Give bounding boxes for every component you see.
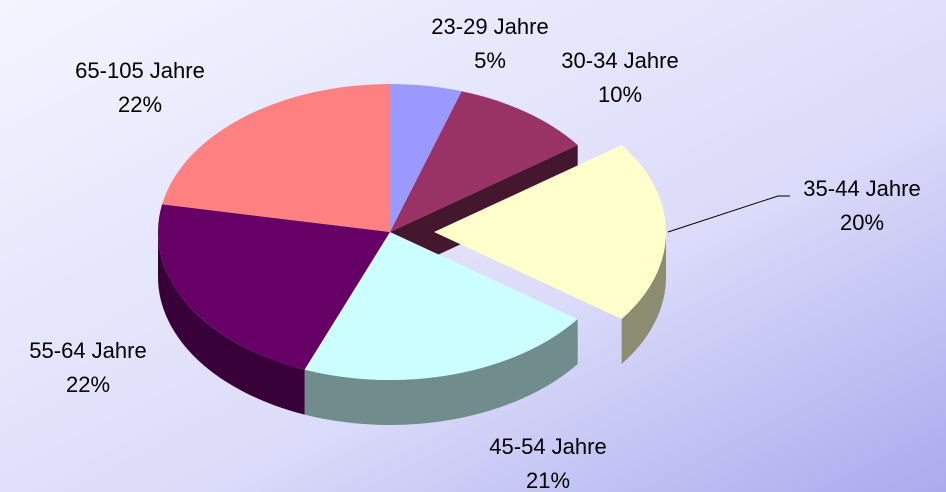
data-label-value: 5% (474, 48, 506, 73)
slice-side (158, 232, 305, 415)
slice (162, 84, 390, 232)
leader-line (667, 195, 790, 233)
data-label-name: 30-34 Jahre (561, 48, 678, 73)
data-label-value: 10% (598, 82, 642, 107)
data-label-name: 55-64 Jahre (29, 338, 146, 363)
data-label-name: 23-29 Jahre (431, 14, 548, 39)
slice (434, 145, 666, 319)
data-label-value: 22% (118, 92, 162, 117)
data-label-value: 21% (526, 468, 570, 492)
slice-side (621, 232, 666, 364)
data-label-name: 65-105 Jahre (75, 58, 205, 83)
data-label-name: 45-54 Jahre (489, 434, 606, 459)
data-label-value: 20% (840, 210, 884, 235)
slice (304, 232, 578, 381)
slice (390, 91, 578, 233)
slice (390, 84, 462, 232)
slice (158, 204, 390, 370)
slice-side (304, 318, 578, 426)
data-label-value: 22% (66, 372, 110, 397)
data-label-name: 35-44 Jahre (803, 176, 920, 201)
